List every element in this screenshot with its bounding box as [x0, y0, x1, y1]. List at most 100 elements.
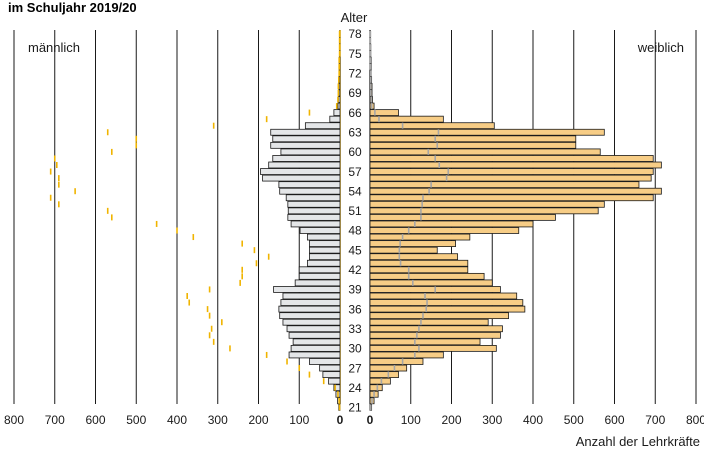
female-bar-age-30 [369, 345, 497, 352]
age-label-36: 36 [348, 302, 362, 316]
female-bar-age-48 [369, 227, 520, 234]
female-bar-age-58 [369, 161, 662, 169]
female-bar-age-53 [369, 194, 654, 202]
female-bar-age-45 [369, 246, 438, 254]
center-axis-label: Alter [341, 10, 368, 25]
male-bar-age-26 [322, 371, 341, 378]
age-label-21: 21 [348, 401, 362, 415]
male-bar-age-65 [329, 115, 341, 123]
female-bar-age-27 [369, 364, 408, 372]
male-bar-age-42 [298, 266, 341, 274]
male-bar-age-34 [282, 318, 341, 326]
x-tick-male-200: 200 [248, 413, 268, 427]
female-bar-age-59 [369, 155, 654, 162]
x-tick-female-500: 500 [564, 413, 584, 427]
x-tick-female-700: 700 [645, 413, 665, 427]
age-label-51: 51 [348, 204, 362, 218]
x-axis-label: Anzahl der Lehrkräfte [576, 434, 700, 449]
male-bar-age-24 [333, 384, 341, 392]
age-label-72: 72 [348, 67, 362, 81]
age-label-33: 33 [348, 322, 362, 336]
female-bar-age-40 [369, 279, 493, 287]
female-bar-age-54 [369, 187, 662, 195]
male-bar-age-45 [309, 246, 341, 254]
x-tick-male-100: 100 [289, 413, 309, 427]
female-bar-age-52 [369, 200, 605, 208]
male-bar-age-56 [262, 174, 341, 182]
female-bar-age-46 [369, 240, 456, 247]
male-bar-age-38 [282, 292, 341, 300]
x-tick-male-700: 700 [45, 413, 65, 427]
female-bar-age-57 [369, 168, 654, 175]
female-bar-age-60 [369, 148, 601, 156]
male-markers [49, 31, 341, 411]
female-bar-age-36 [369, 305, 526, 313]
female-bar-age-32 [369, 331, 501, 339]
age-label-45: 45 [348, 243, 362, 257]
age-label-75: 75 [348, 47, 362, 61]
x-tick-female-0: 0 [367, 413, 374, 427]
female-bar-age-44 [369, 253, 459, 261]
female-bar-age-62 [369, 135, 577, 143]
male-bar-age-46 [309, 240, 341, 247]
age-label-63: 63 [348, 125, 362, 139]
age-label-24: 24 [348, 381, 362, 395]
male-bar-age-33 [286, 325, 341, 333]
male-bar-age-41 [298, 272, 341, 280]
x-tick-female-800: 800 [686, 413, 704, 427]
male-bar-age-47 [306, 233, 341, 241]
x-tick-male-0: 0 [337, 413, 344, 427]
age-label-60: 60 [348, 145, 362, 159]
female-bar-age-26 [369, 371, 399, 378]
male-bar-age-40 [294, 279, 341, 287]
age-label-57: 57 [348, 165, 362, 179]
male-bar-age-37 [280, 299, 341, 306]
male-bar-age-51 [287, 207, 341, 215]
male-bar-age-66 [333, 109, 341, 116]
male-bar-age-64 [304, 122, 341, 130]
female-bar-age-31 [369, 338, 481, 346]
male-bar-age-57 [260, 168, 341, 175]
male-bars [260, 30, 341, 411]
female-bar-age-38 [369, 292, 518, 300]
male-bar-age-31 [292, 338, 341, 346]
female-bar-age-51 [369, 207, 599, 215]
female-bar-age-61 [369, 141, 577, 149]
male-bar-age-25 [328, 377, 341, 385]
female-bar-age-34 [369, 318, 489, 326]
female-bar-age-47 [369, 233, 471, 241]
female-bar-age-55 [369, 181, 640, 189]
x-tick-female-100: 100 [401, 413, 421, 427]
age-label-39: 39 [348, 283, 362, 297]
female-bar-age-37 [369, 299, 524, 306]
female-markers [369, 31, 450, 411]
male-bar-age-27 [319, 364, 341, 372]
male-bar-age-59 [272, 155, 341, 162]
female-bar-age-49 [369, 220, 534, 228]
x-tick-female-200: 200 [441, 413, 461, 427]
female-bar-age-42 [369, 266, 469, 274]
male-bar-age-32 [288, 331, 341, 339]
male-bar-age-43 [306, 259, 341, 267]
female-bar-age-29 [369, 351, 444, 359]
age-label-78: 78 [348, 27, 362, 41]
female-bar-age-41 [369, 272, 485, 280]
age-labels: 78 75 72 69 66 63 60 57 54 51 48 45 42 39 36 33 30 27 24 21 [348, 27, 362, 414]
female-bar-age-66 [369, 109, 399, 116]
age-label-48: 48 [348, 224, 362, 238]
male-bar-age-48 [299, 227, 341, 234]
female-bar-age-33 [369, 325, 503, 333]
male-bar-age-55 [278, 181, 341, 189]
x-tick-female-300: 300 [482, 413, 502, 427]
male-bar-age-35 [279, 312, 341, 320]
female-bar-age-24 [369, 384, 383, 392]
male-bar-age-52 [287, 200, 341, 208]
age-label-30: 30 [348, 342, 362, 356]
x-tick-female-600: 600 [604, 413, 624, 427]
female-bars [369, 30, 662, 411]
female-bar-age-50 [369, 214, 556, 221]
male-bar-age-30 [290, 345, 341, 352]
x-tick-male-600: 600 [85, 413, 105, 427]
male-bar-age-54 [279, 187, 341, 195]
